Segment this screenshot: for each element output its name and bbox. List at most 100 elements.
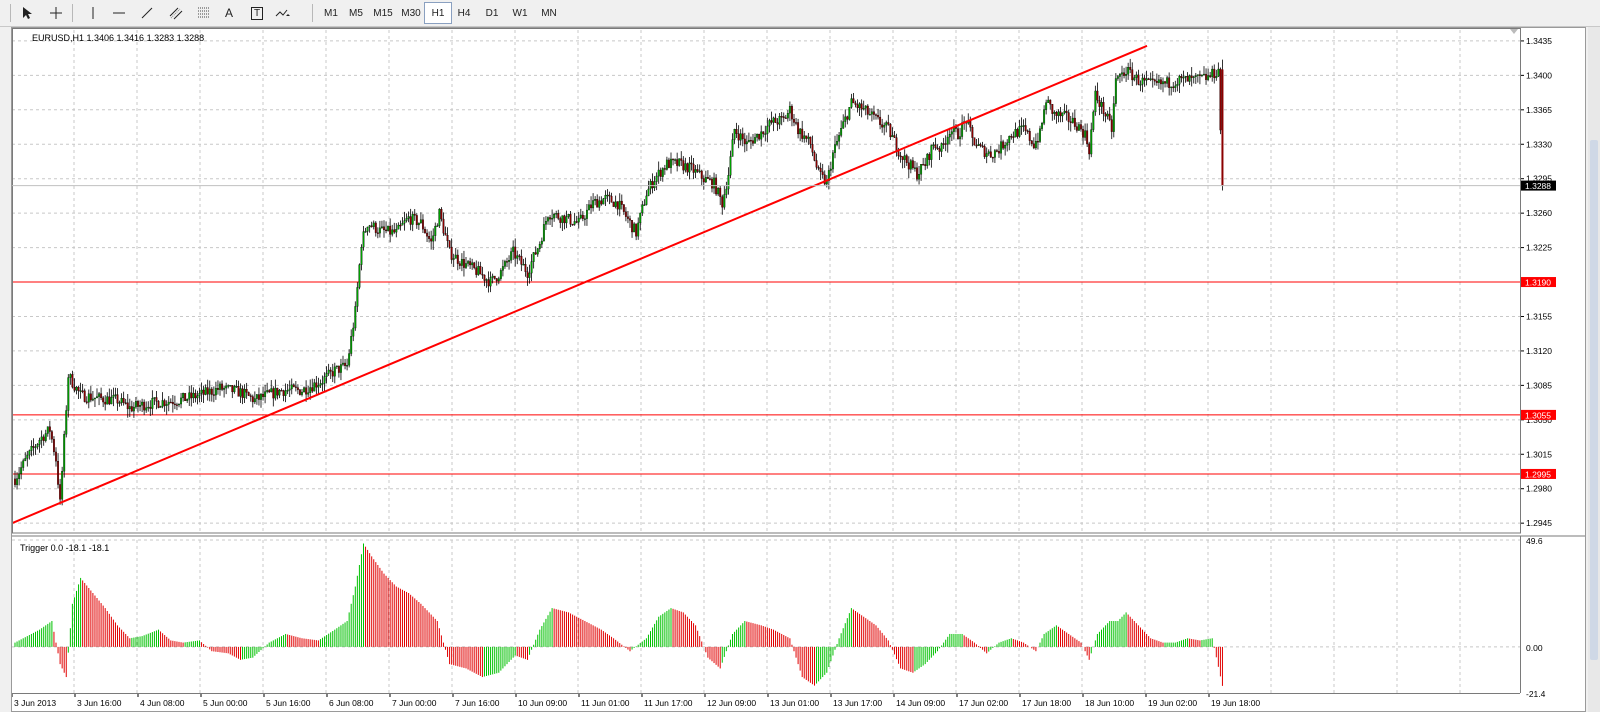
crosshair-tool-icon[interactable] (45, 3, 67, 23)
candle-body (171, 401, 174, 405)
candle-body (198, 393, 201, 396)
candle-body (1014, 129, 1017, 138)
candle-body (75, 386, 78, 391)
candle-body (237, 386, 240, 397)
candle-body (26, 454, 29, 459)
candle-body (920, 164, 923, 175)
candle-body (942, 143, 945, 145)
candle-body (22, 460, 25, 468)
candle-body (354, 306, 357, 329)
candle-body (610, 195, 613, 203)
candle-body (71, 374, 74, 388)
candle-body (948, 134, 951, 138)
candle-body (594, 199, 597, 201)
candle-body (46, 426, 49, 434)
timeframe-h4-button[interactable]: H4 (457, 7, 471, 19)
candle-body (282, 390, 285, 396)
text-tool-icon[interactable]: A (218, 3, 240, 23)
candle-body (586, 209, 588, 219)
candle-body (98, 393, 101, 397)
candle-body (315, 382, 318, 388)
candle-body (393, 229, 396, 233)
candle-body (397, 224, 400, 230)
candle-body (639, 212, 642, 224)
candle-body (694, 169, 697, 173)
candle-body (1180, 75, 1183, 78)
candle-body (477, 266, 480, 275)
main-panel-border (12, 28, 1521, 534)
timeframe-w1-button[interactable]: W1 (512, 7, 528, 19)
timeframe-d1-button[interactable]: D1 (485, 7, 499, 19)
candle-body (1178, 75, 1181, 85)
candle-body (475, 267, 478, 275)
candle-body (243, 388, 246, 398)
price-tick-label: 1.3120 (1526, 346, 1552, 356)
candle-body (864, 105, 867, 109)
timeframe-m15-button[interactable]: M15 (373, 7, 393, 19)
time-tick-label: 3 Jun 16:00 (77, 698, 122, 708)
candle-body (497, 278, 500, 282)
candle-body (303, 387, 306, 393)
candle-body (180, 397, 183, 405)
timeframe-m1-button[interactable]: M1 (324, 7, 338, 19)
candle-body (760, 131, 763, 140)
timeframe-m30-button[interactable]: M30 (401, 7, 421, 19)
candle-body (137, 401, 139, 407)
candle-body (383, 226, 385, 231)
arrows-tool-icon[interactable] (272, 3, 294, 23)
candle-body (901, 156, 904, 160)
candle-body (219, 383, 221, 390)
trendline-tool-icon[interactable] (136, 3, 158, 23)
current-price-box (1521, 180, 1556, 191)
support-trendline (12, 44, 1148, 525)
candle-body (1201, 74, 1203, 77)
chart-canvas[interactable]: 1.3435 1.3400 1.3365 1.3330 1.3295 1.3260 1.32… (12, 28, 1585, 711)
candle-body (1028, 131, 1031, 141)
candle-body (1034, 141, 1037, 149)
candle-body (526, 271, 529, 278)
horizontal-levels[interactable] (12, 281, 1520, 475)
candle-body (522, 264, 525, 266)
candle-body (1032, 143, 1035, 149)
candle-body (936, 147, 939, 150)
scrollbar-thumb[interactable] (1590, 140, 1598, 660)
candle-body (1151, 78, 1154, 80)
candle-body (559, 218, 562, 223)
candle-body (186, 399, 189, 402)
candle-body (374, 222, 377, 233)
candle-body (1039, 128, 1041, 142)
candle-body (768, 120, 771, 127)
candle-body (69, 374, 72, 378)
candle-body (114, 394, 117, 396)
candle-body (641, 204, 644, 214)
timeframe-mn-button[interactable]: MN (541, 7, 557, 19)
candle-body (563, 215, 566, 224)
candle-body (241, 388, 244, 398)
candle-body (313, 382, 316, 392)
trendline[interactable] (12, 44, 1148, 525)
equidistant-channel-tool-icon[interactable] (165, 3, 187, 23)
candle-body (1024, 125, 1027, 131)
text-label-tool-icon[interactable]: T (246, 3, 268, 23)
candle-body (126, 402, 129, 410)
horizontal-line-tool-icon[interactable] (108, 3, 130, 23)
candle-body (981, 145, 984, 147)
time-tick-label: 10 Jun 09:00 (518, 698, 567, 708)
toolbar-separator (312, 4, 313, 22)
candle-body (538, 244, 541, 249)
fibonacci-tool-icon[interactable] (193, 3, 215, 23)
indicator-tick-label: 49.6 (1526, 536, 1543, 546)
candle-body (206, 387, 209, 395)
candle-body (247, 392, 250, 396)
candle-body (61, 471, 64, 500)
candle-body (688, 162, 691, 173)
candle-body (827, 170, 830, 181)
timeframe-m5-button[interactable]: M5 (349, 7, 363, 19)
cursor-tool-icon[interactable] (16, 3, 38, 23)
candle-body (635, 223, 638, 237)
vertical-line-tool-icon[interactable] (82, 3, 104, 23)
candle-body (467, 261, 470, 264)
candle-body (846, 116, 849, 120)
timeframe-h1-button[interactable]: H1 (424, 2, 452, 24)
price-tick-label: 1.2980 (1526, 484, 1552, 494)
